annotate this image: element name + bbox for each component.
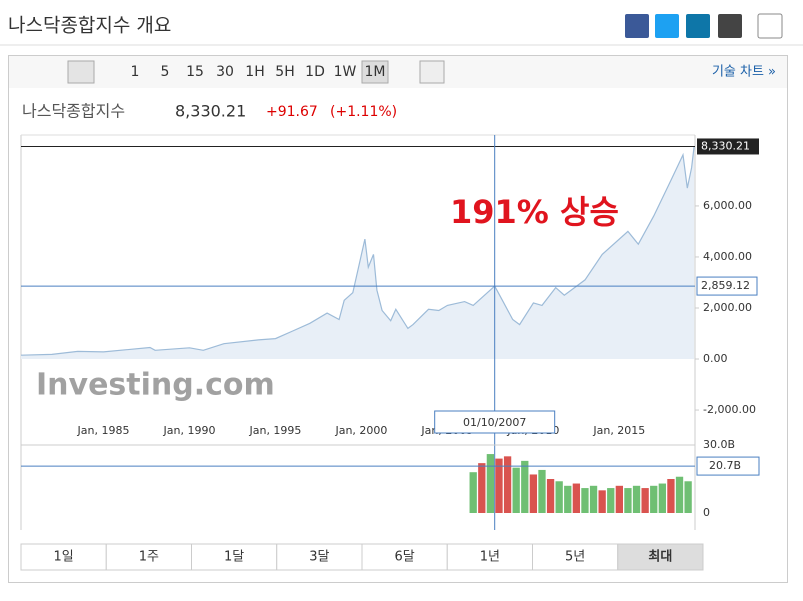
info-icon[interactable] — [757, 13, 783, 39]
crosshair-date-box — [434, 410, 556, 434]
toolbar — [9, 56, 787, 88]
tab[interactable] — [617, 543, 704, 571]
price-line — [20, 146, 695, 356]
volume-tick-label: 30.0B — [703, 438, 735, 451]
tab-label[interactable]: 1달 — [224, 550, 244, 565]
volume-bar — [521, 460, 529, 513]
volume-bar — [615, 485, 624, 513]
volume-tick-label: 0 — [703, 506, 710, 519]
tab-label[interactable]: 3달 — [309, 550, 329, 565]
volume-bar — [529, 474, 538, 513]
x-tick-label: Jan, 2000 — [334, 424, 387, 437]
y-tick-label: 0.00 — [703, 352, 728, 365]
tab-label[interactable]: 1년 — [480, 550, 500, 565]
crosshair-date: 01/10/2007 — [463, 416, 526, 429]
tab[interactable] — [20, 543, 107, 571]
volume-bar — [684, 481, 692, 513]
interval-button[interactable]: 1W — [334, 64, 357, 80]
area-fill — [21, 146, 695, 360]
volume-bar — [632, 485, 641, 513]
y-tick-label: 4,000.00 — [703, 250, 752, 263]
interval-button[interactable]: 1M — [365, 64, 386, 80]
volume-bar — [495, 458, 503, 513]
x-tick-label: Jan, 2015 — [592, 424, 645, 437]
tab-label[interactable]: 1주 — [139, 550, 159, 565]
crosshair-value-label: 2,859.12 — [701, 279, 750, 292]
interval-button[interactable]: 5 — [161, 64, 170, 80]
quote-change: +91.67 — [266, 104, 318, 120]
volume-last-label: 20.7B — [709, 459, 741, 472]
volume-bar — [607, 488, 615, 513]
volume-bar — [486, 454, 495, 513]
interval-button[interactable]: 15 — [186, 64, 204, 80]
x-tick-label: Jan, 1995 — [248, 424, 301, 437]
interval-button[interactable]: 30 — [216, 64, 234, 80]
tab[interactable] — [532, 543, 619, 571]
interval-button[interactable]: 1H — [245, 64, 264, 80]
linkedin-icon[interactable] — [686, 14, 710, 38]
x-tick-label: Jan, 1990 — [163, 424, 216, 437]
y-tick-label: 6,000.00 — [703, 199, 752, 212]
quote-change-pct: (+1.11%) — [330, 104, 397, 120]
volume-bar — [650, 485, 658, 513]
last-price-label: 8,330.21 — [701, 139, 750, 152]
watermark: Investing.com — [36, 368, 275, 403]
annotation: 191% 상승 — [450, 193, 619, 231]
volume-bar — [641, 488, 649, 513]
line-chart-button[interactable] — [67, 60, 95, 84]
volume-bar — [546, 479, 555, 513]
tab[interactable] — [446, 543, 533, 571]
tab-label[interactable]: 최대 — [648, 550, 672, 565]
interval-button[interactable]: 1 — [131, 64, 140, 80]
crosshair-value-box — [696, 276, 758, 296]
volume-bar — [572, 483, 581, 513]
tech-chart-link[interactable]: 기술 차트 » — [712, 65, 776, 80]
y-tick-label: 2,000.00 — [703, 301, 752, 314]
tab[interactable] — [361, 543, 448, 571]
interval-active — [361, 60, 389, 84]
y-tick-label: -2,000.00 — [703, 403, 756, 416]
tab-label[interactable]: 6달 — [395, 550, 415, 565]
last-price-box — [697, 138, 759, 155]
interval-button[interactable]: 1D — [305, 64, 325, 80]
volume-bar — [555, 481, 563, 513]
volume-bar — [624, 488, 632, 513]
quote-price: 8,330.21 — [175, 102, 246, 121]
chart: Investing.com -2,000.00 0.00 2,000.00 4,000.… — [20, 134, 760, 530]
tab-label[interactable]: 5년 — [565, 550, 585, 565]
tab[interactable] — [105, 543, 192, 571]
volume-bar — [469, 472, 477, 513]
volume-bar — [589, 485, 598, 513]
settings-button[interactable] — [419, 60, 445, 84]
volume-bar — [564, 485, 572, 513]
tab[interactable] — [191, 543, 278, 571]
volume-bar — [478, 463, 486, 513]
volume-bar — [538, 469, 546, 513]
x-tick-label: Jan, 1985 — [77, 424, 130, 437]
interval-button[interactable]: 5H — [275, 64, 294, 80]
volume-bar — [658, 483, 666, 513]
volume-bar — [512, 467, 520, 513]
facebook-icon[interactable] — [625, 14, 649, 38]
tab-label[interactable]: 1일 — [54, 550, 74, 565]
twitter-icon[interactable] — [655, 14, 679, 38]
volume-bar — [581, 488, 589, 513]
volume-bar — [667, 479, 675, 513]
volume-bar — [598, 490, 606, 513]
volume-last-box — [696, 456, 760, 476]
volume-bar — [675, 476, 684, 513]
quote-name: 나스닥종합지수 — [22, 102, 125, 121]
mail-icon[interactable] — [718, 14, 742, 38]
volume-bar — [503, 456, 512, 513]
page-title: 나스닥종합지수 개요 — [8, 15, 171, 37]
